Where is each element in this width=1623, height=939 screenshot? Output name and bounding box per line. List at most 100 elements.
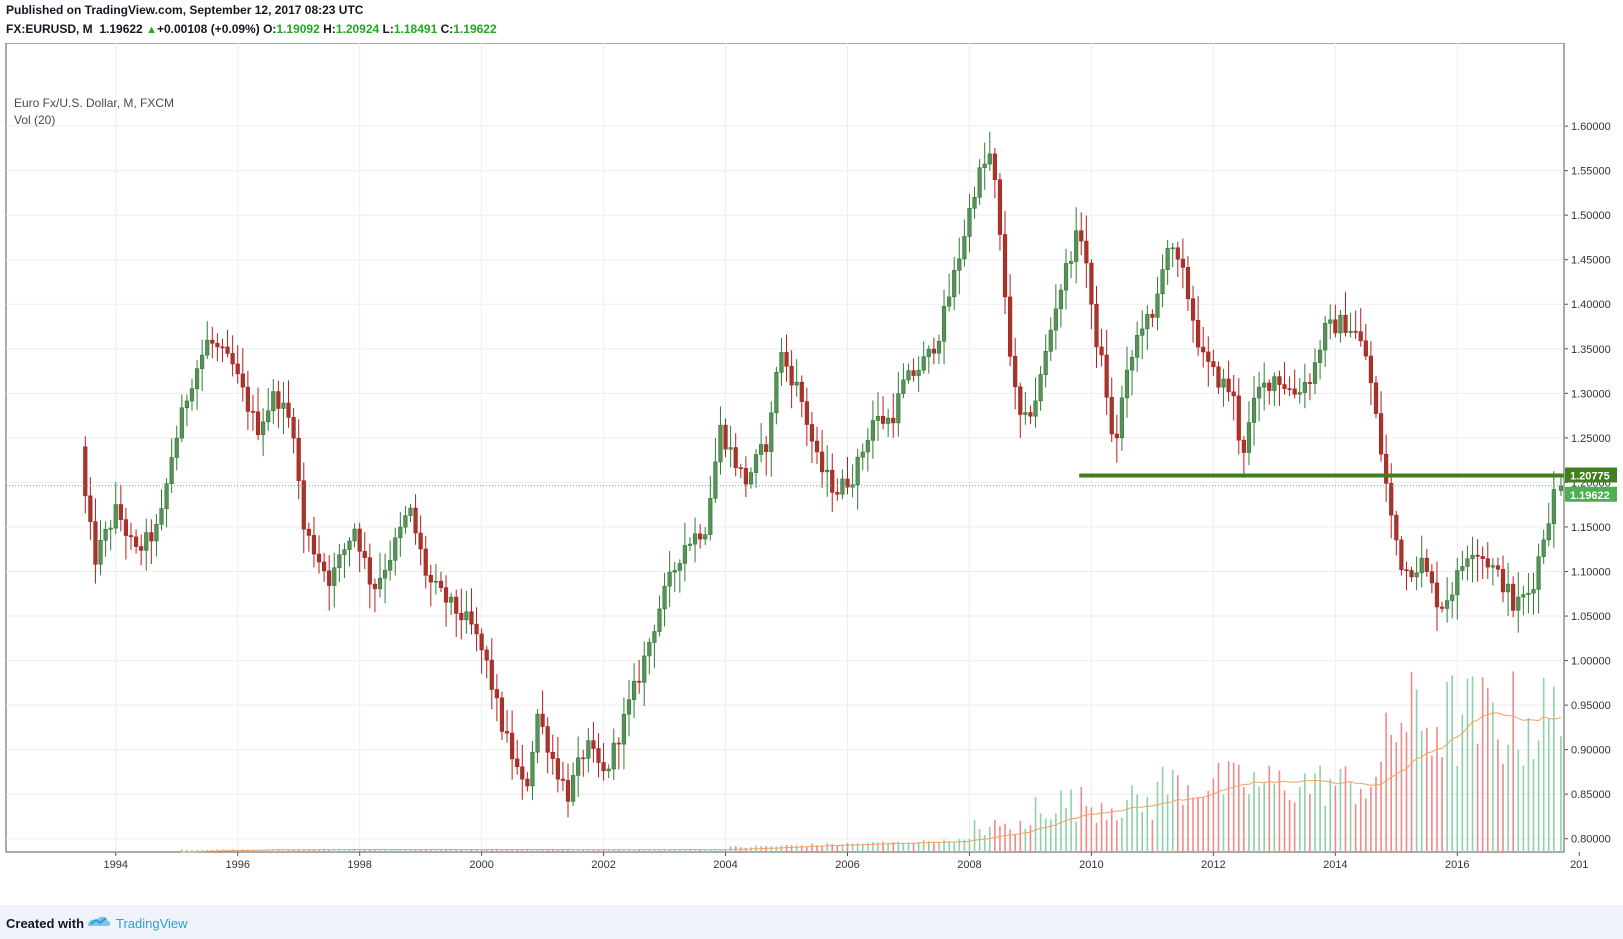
candle-body xyxy=(1292,388,1297,395)
candle-body xyxy=(1023,412,1028,415)
candle-body xyxy=(1028,412,1033,417)
candle-body xyxy=(667,571,672,587)
low-label: L: xyxy=(382,22,394,36)
candle-body xyxy=(1196,319,1201,348)
candle-body xyxy=(1465,558,1470,567)
volume-ma-line xyxy=(181,712,1562,853)
candle-body xyxy=(1180,258,1185,268)
price-chart[interactable]: 1.60000 1.55000 1.50000 1.45000 1.40000 1.350… xyxy=(0,42,1623,905)
candle-body xyxy=(637,680,642,683)
candle-body xyxy=(1079,230,1084,242)
candle-body xyxy=(611,742,616,770)
candle-body xyxy=(139,546,144,551)
candle-body xyxy=(1160,269,1165,295)
last-price-label: 1.19622 xyxy=(1570,490,1610,502)
candle-body xyxy=(642,655,647,683)
candle-body xyxy=(1506,583,1511,593)
candle-body xyxy=(1353,331,1358,333)
high-label: H: xyxy=(323,22,336,36)
candle-body xyxy=(545,726,550,753)
candle-body xyxy=(1145,313,1150,330)
low-value: 1.18491 xyxy=(393,22,438,36)
candle-body xyxy=(510,732,515,760)
candle-body xyxy=(1475,554,1480,557)
instrument-label: Euro Fx/U.S. Dollar, M, FXCM xyxy=(14,96,175,110)
candle-body xyxy=(972,197,977,209)
candle-body xyxy=(1135,335,1140,358)
candle-body xyxy=(769,412,774,452)
candle-body xyxy=(698,533,703,540)
x-tick-label: 2008 xyxy=(957,859,981,871)
candle-body xyxy=(1099,346,1104,356)
candle-body xyxy=(179,407,184,439)
candle-body xyxy=(1333,319,1338,334)
chart-area[interactable]: 1.60000 1.55000 1.50000 1.45000 1.40000 1.350… xyxy=(0,42,1623,905)
tradingview-brand[interactable]: TradingView xyxy=(116,916,188,931)
open-value: 1.19092 xyxy=(276,22,320,36)
candle-body xyxy=(362,551,367,558)
y-tick-label: 1.50000 xyxy=(1571,210,1611,222)
candle-body xyxy=(1541,539,1546,557)
candle-body xyxy=(418,532,423,550)
candle-body xyxy=(1058,289,1064,310)
candle-body xyxy=(1460,566,1465,571)
candle-body xyxy=(886,417,891,424)
candle-body xyxy=(261,421,266,436)
candle-body xyxy=(301,480,306,530)
candle-body xyxy=(489,659,494,690)
candle-body xyxy=(337,554,342,569)
candle-body xyxy=(118,504,123,520)
candle-body xyxy=(1399,539,1404,570)
candle-body xyxy=(652,631,657,643)
candle-body xyxy=(586,740,591,759)
support-line-label: 1.20775 xyxy=(1570,471,1610,483)
candle-body xyxy=(388,559,393,571)
candle-body xyxy=(494,689,499,699)
candle-body xyxy=(601,762,606,772)
candle-body xyxy=(1282,384,1287,389)
x-tick-label: 1994 xyxy=(104,859,128,871)
candle-body xyxy=(357,528,362,552)
tradingview-logo-icon xyxy=(88,916,111,926)
candle-body xyxy=(240,373,245,388)
price-change: +0.00108 (+0.09%) xyxy=(156,22,260,36)
candle-body xyxy=(555,758,560,780)
candle-body xyxy=(1424,557,1429,572)
candle-body xyxy=(570,775,576,802)
candle-body xyxy=(1033,400,1038,417)
candle-body xyxy=(789,365,794,386)
candle-body xyxy=(98,540,103,565)
candle-body xyxy=(1429,571,1434,584)
candle-body xyxy=(504,731,510,734)
candle-body xyxy=(1140,328,1145,336)
candle-body xyxy=(1104,354,1109,398)
candle-body xyxy=(819,451,825,473)
candle-body xyxy=(291,417,296,439)
high-value: 1.20924 xyxy=(335,22,380,36)
candle-body xyxy=(779,352,784,373)
candle-body xyxy=(1389,483,1394,516)
candle-body xyxy=(1043,351,1048,375)
candle-body xyxy=(1068,261,1074,264)
candle-body xyxy=(1089,262,1094,305)
candle-body xyxy=(1241,439,1246,453)
candle-body xyxy=(1338,314,1343,334)
y-tick-label: 1.55000 xyxy=(1571,166,1611,178)
candle-body xyxy=(423,548,428,576)
candle-body xyxy=(1114,433,1119,439)
candle-body xyxy=(428,575,433,583)
y-tick-label: 0.95000 xyxy=(1571,700,1611,712)
candle-body xyxy=(393,537,398,561)
candle-body xyxy=(235,363,240,375)
candle-body xyxy=(891,417,896,424)
candle-body xyxy=(855,456,860,486)
candle-body xyxy=(677,563,682,571)
candle-body xyxy=(398,526,403,539)
candle-body xyxy=(987,153,992,165)
x-tick-label: 1996 xyxy=(225,859,249,871)
candle-body xyxy=(1551,489,1556,525)
candle-body xyxy=(113,504,118,529)
candle-body xyxy=(606,768,611,772)
candle-body xyxy=(1312,362,1318,384)
candle-body xyxy=(184,400,190,409)
